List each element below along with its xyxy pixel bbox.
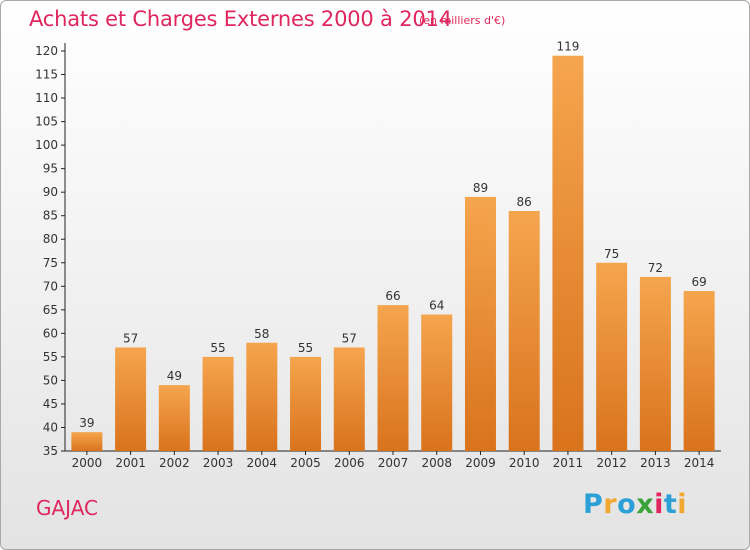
logo-letter: x (636, 489, 655, 520)
data-label: 49 (167, 369, 182, 383)
data-label: 55 (210, 341, 225, 355)
bar (464, 196, 496, 451)
logo-letter: P (583, 489, 604, 520)
chart-axes: 35 40 45 50 55 60 65 70 75 80 85 90 95 100 105 110 115 12… (35, 43, 721, 458)
y-tick-label: 60 (43, 326, 58, 340)
logo-letter: r (603, 489, 618, 520)
bar (115, 347, 147, 451)
x-tick-label: 2000 (72, 456, 103, 470)
y-tick-label: 55 (43, 350, 58, 364)
y-tick-label: 80 (43, 232, 58, 246)
y-tick-label: 95 (43, 162, 58, 176)
data-label: 86 (517, 195, 532, 209)
bar (71, 432, 103, 451)
y-tick-label: 90 (43, 185, 58, 199)
x-tick-label: 2012 (596, 456, 627, 470)
unit-note: (en milliers d'€) (419, 14, 506, 27)
y-tick-label: 75 (43, 256, 58, 270)
commune-name: GAJAC (36, 496, 99, 520)
x-tick-label: 2006 (334, 456, 365, 470)
data-label: 57 (123, 331, 138, 345)
y-tick-label: 35 (43, 444, 58, 458)
chart-labels: 2000 39 2001 57 2002 49 2003 55 2004 58 2005 55 2006… (72, 40, 715, 470)
data-label: 72 (648, 261, 663, 275)
y-tick-label: 100 (35, 138, 58, 152)
bar (683, 291, 715, 451)
x-tick-label: 2011 (553, 456, 584, 470)
bar (290, 356, 322, 451)
bar (333, 347, 365, 451)
data-label: 69 (691, 275, 706, 289)
logo-letter: i (677, 489, 688, 520)
y-tick-label: 115 (35, 68, 58, 82)
data-label: 39 (79, 416, 94, 430)
y-tick-label: 70 (43, 279, 58, 293)
y-tick-label: 120 (35, 44, 58, 58)
data-label: 55 (298, 341, 313, 355)
x-tick-label: 2004 (247, 456, 278, 470)
data-label: 119 (556, 40, 579, 54)
logo-letter: i (654, 489, 664, 520)
x-tick-label: 2007 (378, 456, 409, 470)
data-label: 75 (604, 247, 619, 261)
bar (158, 385, 190, 451)
bar (552, 55, 584, 452)
data-label: 66 (385, 289, 400, 303)
chart-title: Achats et Charges Externes 2000 à 2014 (29, 7, 452, 31)
logo-letter: o (617, 489, 637, 520)
bar (246, 342, 278, 451)
x-tick-label: 2005 (290, 456, 321, 470)
bar (596, 262, 628, 451)
y-tick-label: 105 (35, 115, 58, 129)
bar (202, 356, 234, 451)
x-tick-label: 2010 (509, 456, 540, 470)
bar (639, 276, 671, 451)
x-tick-label: 2002 (159, 456, 190, 470)
logo-letter: t (663, 489, 678, 520)
y-tick-label: 50 (43, 373, 58, 387)
x-tick-label: 2009 (465, 456, 496, 470)
x-tick-label: 2003 (203, 456, 234, 470)
x-tick-label: 2008 (421, 456, 452, 470)
data-label: 64 (429, 299, 444, 313)
y-tick-label: 45 (43, 397, 58, 411)
y-tick-label: 110 (35, 91, 58, 105)
proxiti-logo: Proxiti (583, 489, 687, 520)
y-tick-label: 65 (43, 303, 58, 317)
x-tick-label: 2013 (640, 456, 671, 470)
y-tick-label: 85 (43, 209, 58, 223)
bar (377, 305, 409, 451)
data-label: 89 (473, 181, 488, 195)
x-tick-label: 2001 (115, 456, 146, 470)
y-tick-label: 40 (43, 420, 58, 434)
bar (421, 314, 453, 451)
x-tick-label: 2014 (684, 456, 715, 470)
data-label: 57 (342, 331, 357, 345)
bar (508, 211, 540, 451)
chart-bars (71, 55, 715, 452)
data-label: 58 (254, 327, 269, 341)
